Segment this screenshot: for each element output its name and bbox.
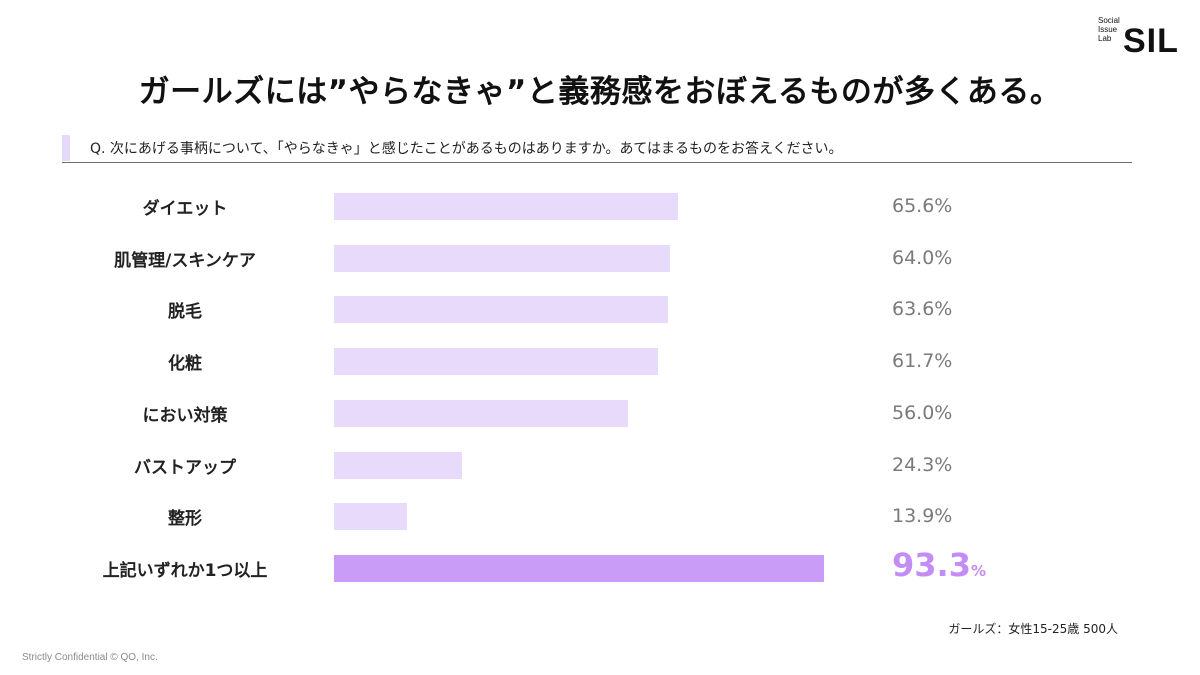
category-label: 脱毛	[168, 302, 202, 323]
value-label: 56.0%	[892, 402, 952, 424]
chart-row: 脱毛 63.6%	[0, 283, 1200, 335]
logo-text-social: Social	[1098, 16, 1120, 25]
value-number: 13.9%	[892, 505, 953, 528]
bar	[334, 503, 407, 531]
value-number: 65.6%	[892, 195, 953, 217]
value-number: 56.0%	[892, 401, 953, 424]
logo-text-lab: Lab	[1098, 34, 1112, 43]
question-header: Q. 次にあげる事柄について、「やらなきゃ」と感じたことがあるものはありますか。…	[62, 134, 1132, 163]
bar	[334, 296, 668, 324]
value-label: 64.0%	[892, 247, 952, 269]
sample-note: ガールズ：女性15-25歳 500人	[948, 622, 1118, 636]
category-label: 肌管理/スキンケア	[114, 250, 256, 271]
bar	[334, 348, 658, 376]
bar	[334, 244, 670, 272]
chart-row: におい対策 56.0%	[0, 387, 1200, 439]
value-label: 61.7%	[892, 350, 952, 372]
value-unit: %	[970, 561, 986, 580]
category-label: 上記いずれか1つ以上	[102, 560, 268, 581]
logo-text-issue: Issue	[1098, 25, 1118, 34]
category-label: 化粧	[168, 354, 202, 375]
value-label: 63.6%	[892, 298, 952, 320]
logo-mark: SIL	[1123, 22, 1179, 60]
footer-confidential: Strictly Confidential © QO, Inc.	[22, 652, 158, 663]
bar	[334, 193, 679, 220]
chart-row: 化粧 61.7%	[0, 335, 1200, 387]
value-number: 64.0%	[892, 246, 953, 269]
bar-highlight	[334, 554, 824, 582]
value-number: 24.3%	[892, 453, 953, 476]
category-label: バストアップ	[134, 457, 236, 478]
chart-row: 肌管理/スキンケア 64.0%	[0, 232, 1200, 284]
page-title: ガールズには”やらなきゃ”と義務感をおぼえるものが多くある。	[138, 74, 1062, 110]
bar	[334, 399, 628, 427]
value-number: 61.7%	[892, 350, 953, 373]
sil-logo: Social Issue Lab SIL	[1098, 16, 1188, 60]
question-accent-bar	[62, 135, 70, 161]
value-label: 13.9%	[892, 505, 952, 527]
value-number: 93.3	[892, 545, 971, 584]
bar	[334, 451, 462, 479]
category-label: ダイエット	[142, 199, 228, 219]
chart-row: 整形 13.9%	[0, 490, 1200, 542]
chart-row: ダイエット 65.6%	[0, 180, 1200, 232]
bar-chart: ダイエット 65.6% 肌管理/スキンケア 64.0% 脱毛 63.6% 化粧 61.7% にお…	[0, 180, 1200, 600]
value-label: 93.3%	[892, 546, 986, 584]
value-number: 63.6%	[892, 298, 953, 321]
chart-row: 上記いずれか1つ以上 93.3%	[0, 542, 1200, 594]
chart-row: バストアップ 24.3%	[0, 439, 1200, 491]
question-text: Q. 次にあげる事柄について、「やらなきゃ」と感じたことがあるものはありますか。…	[90, 141, 843, 157]
category-label: 整形	[168, 509, 202, 530]
value-label: 65.6%	[892, 195, 952, 217]
value-label: 24.3%	[892, 454, 952, 476]
category-label: におい対策	[142, 405, 228, 426]
